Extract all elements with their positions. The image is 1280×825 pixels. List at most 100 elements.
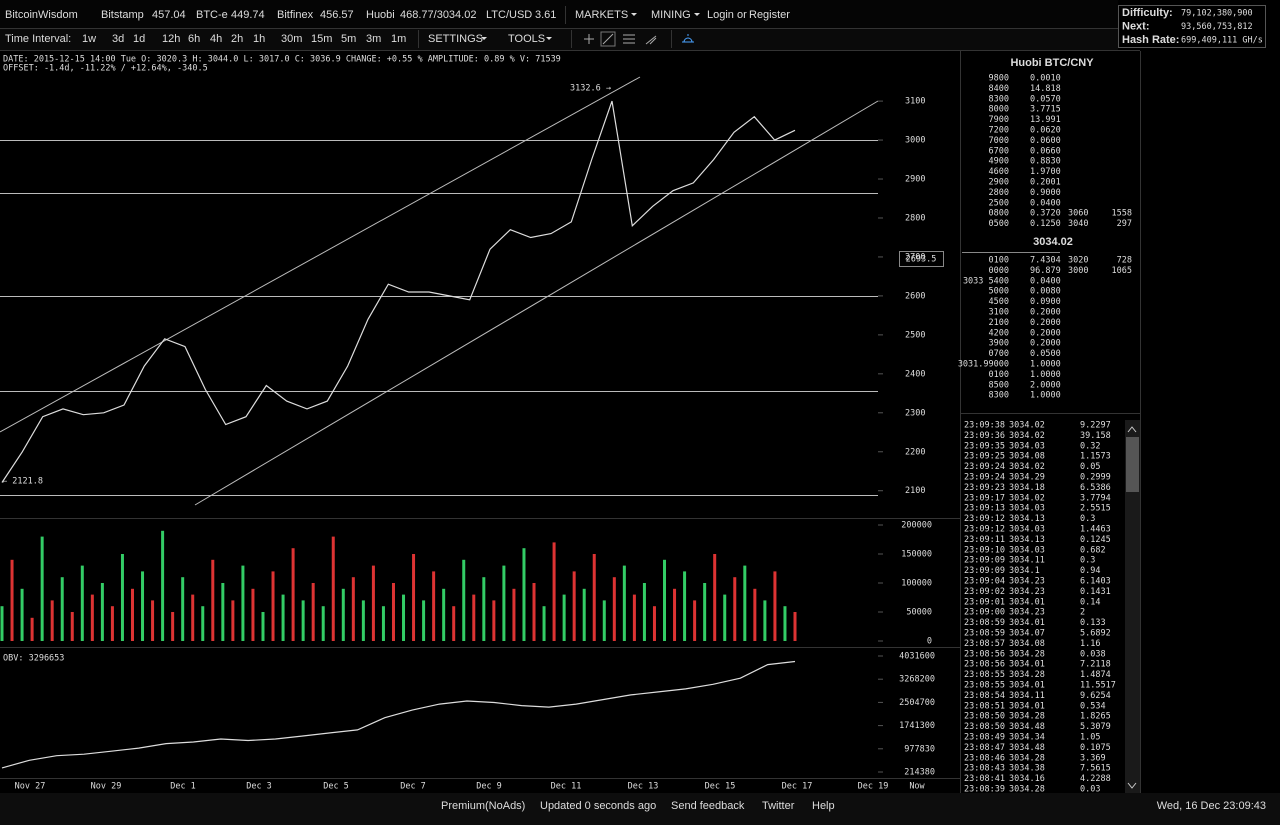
register-link[interactable]: Register: [749, 9, 790, 21]
settings-menu[interactable]: SETTINGS: [428, 33, 483, 45]
trade-price: 3034.29: [1009, 473, 1045, 483]
book-amount: 2.0000: [1030, 380, 1061, 390]
trade-price: 3034.08: [1009, 639, 1045, 649]
book-price: 2900: [989, 178, 1009, 188]
scroll-thumb[interactable]: [1126, 437, 1139, 492]
interval[interactable]: 1h: [253, 33, 265, 45]
trade-time: 23:09:24: [964, 462, 1005, 472]
alert-bell[interactable]: [682, 34, 694, 43]
y-tick-label: 100000: [901, 579, 932, 589]
book-price: 3100: [989, 308, 1009, 318]
trade-time: 23:09:13: [964, 504, 1005, 514]
trade-price: 3034.28: [1009, 649, 1045, 659]
volume-bar: [100, 583, 104, 641]
clock: Wed, 16 Dec 23:09:43: [1157, 800, 1266, 812]
y-tick-label: 214380: [904, 768, 935, 778]
brand[interactable]: BitcoinWisdom: [5, 9, 78, 21]
market-name[interactable]: Bitfinex: [277, 9, 314, 21]
trade-price: 3034.03: [1009, 504, 1045, 514]
market-name[interactable]: Bitstamp: [101, 9, 144, 21]
trade-amount: 0.03: [1080, 785, 1100, 795]
volume-bar: [442, 588, 446, 641]
interval[interactable]: 1d: [133, 33, 145, 45]
volume-bar: [612, 577, 616, 641]
depth-amount: 728: [1117, 256, 1132, 266]
volume-bar: [703, 583, 707, 641]
market-name[interactable]: LTC/USD: [486, 9, 532, 21]
y-tick-label: 2300: [905, 408, 925, 418]
interval[interactable]: 6h: [188, 33, 200, 45]
market-name[interactable]: Huobi: [366, 9, 395, 21]
offset-info: OFFSET: -1.4d, -11.22% / +12.64%, -340.5: [3, 64, 208, 74]
y-tick-label: 2900: [905, 175, 925, 185]
tool-pen[interactable]: [645, 35, 657, 45]
trade-price: 3034.02: [1009, 421, 1045, 431]
toolbar: [0, 28, 1118, 50]
footer-link[interactable]: Help: [812, 800, 835, 812]
menu[interactable]: MINING: [651, 9, 691, 21]
book-price: 2500: [989, 198, 1009, 208]
interval[interactable]: 4h: [210, 33, 222, 45]
top-bar: [0, 0, 1118, 28]
trade-amount: 0.1075: [1080, 743, 1111, 753]
volume-bar: [331, 536, 335, 641]
interval[interactable]: 30m: [281, 33, 302, 45]
trade-time: 23:09:12: [964, 525, 1005, 535]
y-tick-label: 2700: [905, 252, 925, 262]
scroll-arrows[interactable]: [1127, 426, 1137, 789]
interval[interactable]: 3m: [366, 33, 381, 45]
trade-time: 23:09:38: [964, 421, 1005, 431]
volume-bar: [241, 565, 245, 641]
cursor-tag: [899, 251, 944, 267]
interval[interactable]: 3d: [112, 33, 124, 45]
trade-time: 23:09:10: [964, 545, 1005, 555]
tool-line[interactable]: [600, 31, 616, 47]
footer-link[interactable]: Twitter: [762, 800, 795, 812]
market-price: 456.57: [320, 9, 354, 21]
y-tick-label: 3268200: [899, 675, 935, 685]
menu-caret: [631, 13, 637, 16]
book-price: 8400: [989, 84, 1009, 94]
trade-time: 23:08:41: [964, 774, 1005, 784]
tool-fib[interactable]: [623, 34, 635, 44]
login-link[interactable]: Login: [707, 9, 734, 21]
drawing-tools[interactable]: [584, 31, 694, 47]
network-label: Difficulty:: [1122, 7, 1173, 19]
interval[interactable]: 1m: [391, 33, 406, 45]
volume-bar: [693, 600, 697, 641]
trade-amount: 6.1403: [1080, 577, 1111, 587]
depth-price: 3060: [1068, 209, 1088, 219]
obv-line: [1, 660, 796, 769]
volume-bar: [562, 594, 566, 641]
menu-caret: [481, 37, 487, 40]
cursor-price: 2693.5: [906, 255, 937, 265]
trade-price: 3034.28: [1009, 785, 1045, 795]
trade-time: 23:08:54: [964, 691, 1005, 701]
volume-bar: [542, 606, 546, 641]
menu[interactable]: MARKETS: [575, 9, 628, 21]
market-name[interactable]: BTC-e: [196, 9, 228, 21]
trade-price: 3034.13: [1009, 535, 1045, 545]
market-price: 3.61: [535, 9, 556, 21]
interval[interactable]: 15m: [311, 33, 332, 45]
tools-menu[interactable]: TOOLS: [508, 33, 545, 45]
trade-amount: 0.534: [1080, 701, 1106, 711]
interval[interactable]: 5m: [341, 33, 356, 45]
interval[interactable]: 12h: [162, 33, 180, 45]
tool-cross[interactable]: [584, 34, 594, 44]
volume-bar: [572, 571, 576, 641]
market-price: 449.74: [231, 9, 265, 21]
interval[interactable]: 1w: [82, 33, 96, 45]
footer-link[interactable]: Premium(NoAds): [441, 800, 525, 812]
volume-bar: [60, 577, 64, 641]
y-tick-label: 50000: [906, 608, 932, 618]
scrollbar[interactable]: [1125, 420, 1140, 793]
footer-link[interactable]: Send feedback: [671, 800, 745, 812]
volume-bar: [80, 565, 84, 641]
book-amount: 0.0010: [1030, 74, 1061, 84]
trade-price: 3034.11: [1009, 556, 1045, 566]
book-amount: 0.0660: [1030, 146, 1061, 156]
interval[interactable]: 2h: [231, 33, 243, 45]
volume-bar: [663, 559, 667, 641]
trade-amount: 2: [1080, 608, 1085, 618]
